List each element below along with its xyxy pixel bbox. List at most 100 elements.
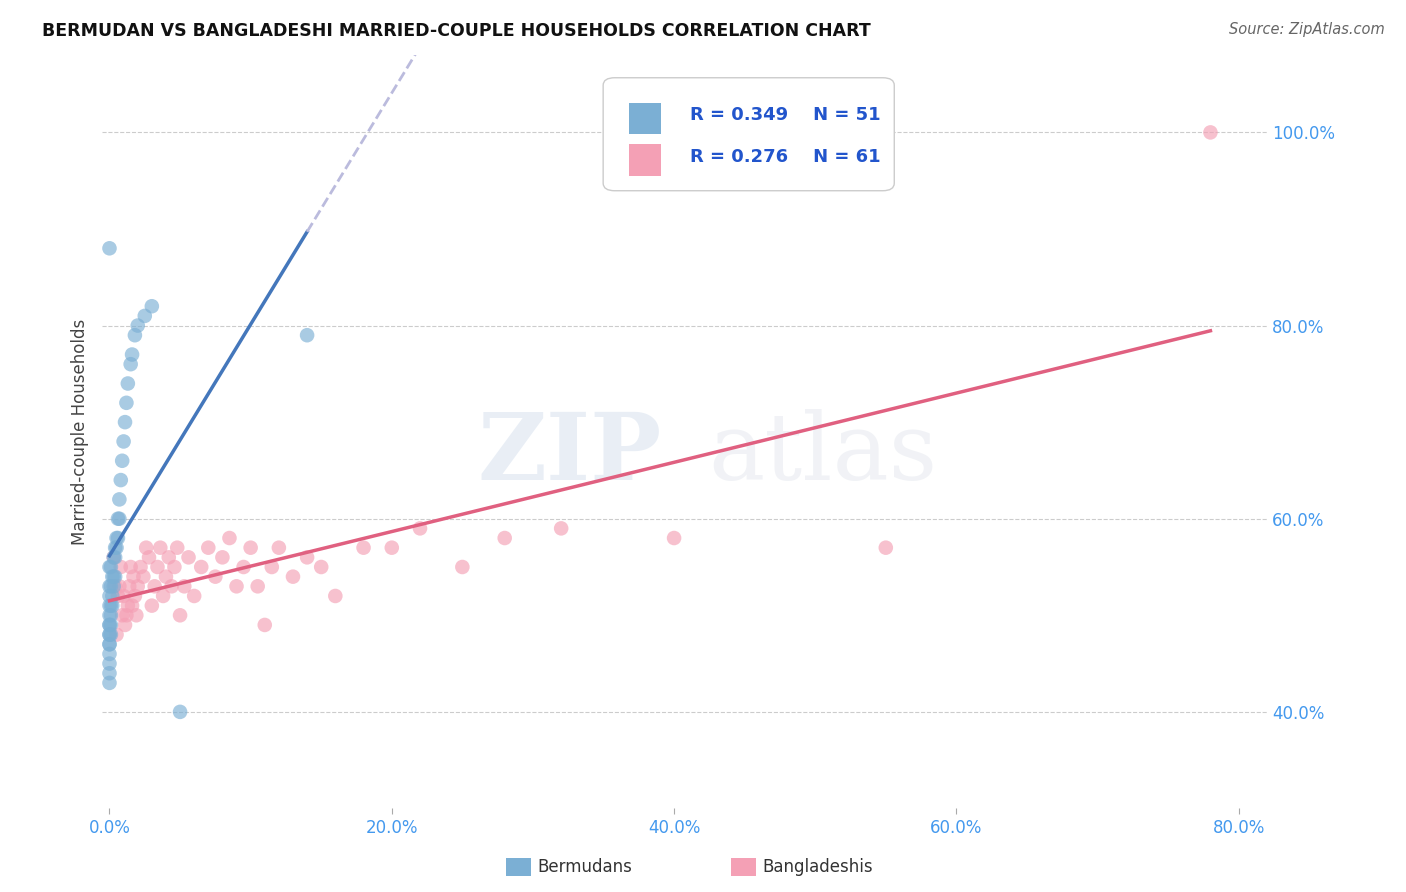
Point <box>127 318 149 333</box>
Point <box>295 328 318 343</box>
Point <box>105 531 128 545</box>
Point <box>98 560 121 574</box>
Point <box>104 569 127 583</box>
Point <box>98 599 121 613</box>
Point <box>163 560 186 574</box>
Text: Bermudans: Bermudans <box>537 858 631 876</box>
Point <box>103 550 125 565</box>
Point <box>104 550 127 565</box>
Point <box>101 599 124 613</box>
Point <box>141 599 163 613</box>
Bar <box>628 103 661 134</box>
Point <box>353 541 375 555</box>
Point <box>100 599 122 613</box>
Point <box>173 579 195 593</box>
Point <box>111 608 134 623</box>
Point <box>107 531 129 545</box>
Point <box>267 541 290 555</box>
Point <box>105 541 128 555</box>
Point <box>239 541 262 555</box>
Point <box>281 569 304 583</box>
Point <box>111 454 134 468</box>
Point <box>121 347 143 361</box>
Point <box>103 569 125 583</box>
Point <box>98 608 121 623</box>
Point <box>104 579 127 593</box>
Point <box>101 589 124 603</box>
Point <box>124 328 146 343</box>
Point <box>108 579 131 593</box>
Point <box>98 618 121 632</box>
Point <box>124 589 146 603</box>
Point <box>875 541 897 555</box>
Point <box>550 521 572 535</box>
Point <box>98 589 121 603</box>
Point <box>132 569 155 583</box>
Point <box>110 473 132 487</box>
Point <box>98 241 121 255</box>
Point <box>211 550 233 565</box>
Point <box>107 589 129 603</box>
Point <box>100 560 122 574</box>
Text: ZIP: ZIP <box>477 409 661 500</box>
Point <box>98 637 121 651</box>
Point <box>295 550 318 565</box>
Text: Bangladeshis: Bangladeshis <box>762 858 873 876</box>
Point <box>183 589 205 603</box>
Point <box>103 579 125 593</box>
Point <box>115 396 138 410</box>
FancyBboxPatch shape <box>603 78 894 191</box>
Point <box>246 579 269 593</box>
Point <box>98 657 121 671</box>
Point <box>166 541 188 555</box>
Point <box>112 589 135 603</box>
Point <box>143 579 166 593</box>
Point <box>100 579 122 593</box>
Point <box>122 569 145 583</box>
Point <box>197 541 219 555</box>
Point <box>177 550 200 565</box>
Text: Source: ZipAtlas.com: Source: ZipAtlas.com <box>1229 22 1385 37</box>
Point <box>662 531 685 545</box>
Point <box>135 541 157 555</box>
Point <box>232 560 254 574</box>
Point <box>409 521 432 535</box>
Point <box>127 579 149 593</box>
Point <box>98 579 121 593</box>
Point <box>160 579 183 593</box>
Point <box>100 608 122 623</box>
Point <box>451 560 474 574</box>
Point <box>98 676 121 690</box>
Point <box>129 560 152 574</box>
Point <box>157 550 180 565</box>
Point <box>1199 125 1222 139</box>
Point <box>253 618 276 632</box>
Point <box>323 589 346 603</box>
Point <box>107 512 129 526</box>
Point <box>103 550 125 565</box>
Text: R = 0.349    N = 51: R = 0.349 N = 51 <box>690 106 882 124</box>
Point <box>114 618 136 632</box>
Point <box>204 569 226 583</box>
Point <box>169 608 191 623</box>
Point <box>152 589 174 603</box>
Point <box>309 560 332 574</box>
Point <box>169 705 191 719</box>
Point <box>141 299 163 313</box>
Point <box>120 357 142 371</box>
Point <box>100 627 122 641</box>
Point <box>121 599 143 613</box>
Point <box>155 569 177 583</box>
Y-axis label: Married-couple Households: Married-couple Households <box>72 318 89 545</box>
Point <box>190 560 212 574</box>
Point <box>108 492 131 507</box>
Point <box>100 618 122 632</box>
Point <box>112 434 135 449</box>
Point <box>218 531 240 545</box>
Point <box>105 627 128 641</box>
Point <box>260 560 283 574</box>
Point <box>494 531 516 545</box>
Point <box>101 569 124 583</box>
Text: atlas: atlas <box>709 409 938 500</box>
Point <box>98 618 121 632</box>
